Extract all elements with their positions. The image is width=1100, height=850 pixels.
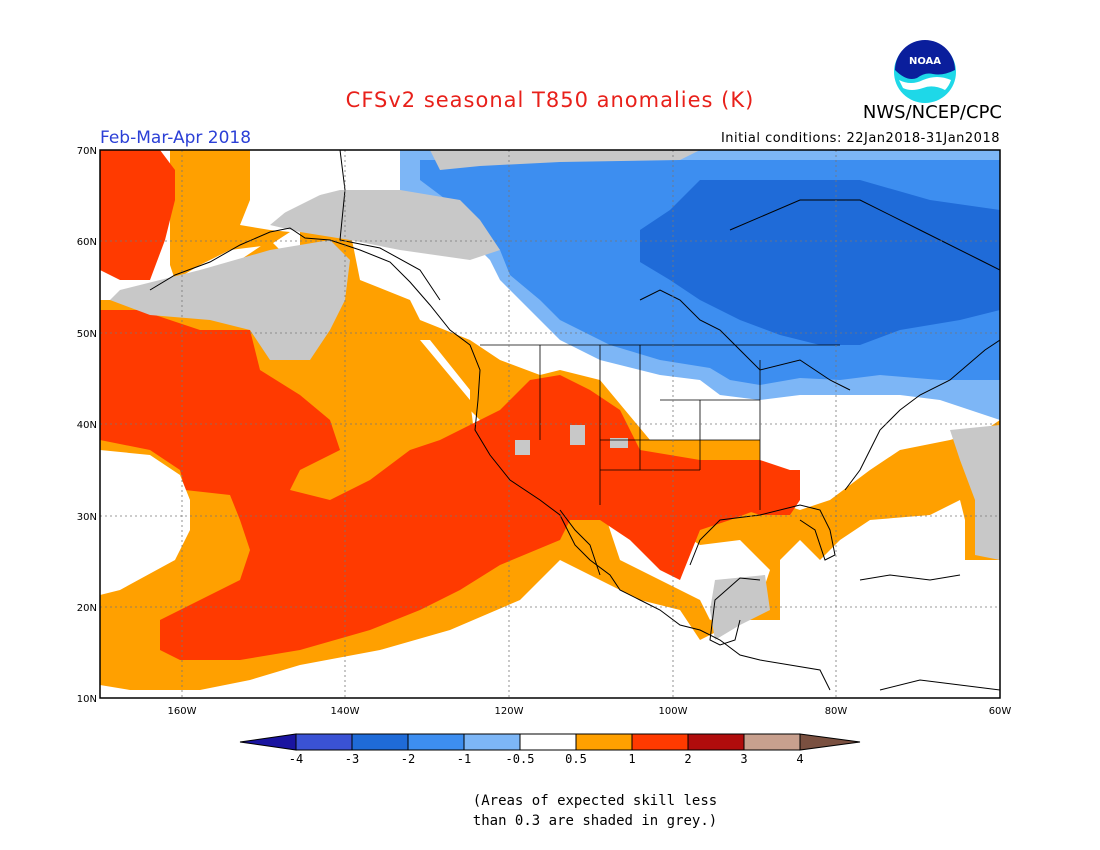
latitude-label: 20N xyxy=(77,603,97,614)
latitude-label: 70N xyxy=(77,146,97,157)
skill-note-line-1: (Areas of expected skill less xyxy=(472,793,718,809)
colorbar-swatch-0.5-1 xyxy=(575,733,633,751)
region-low-skill-alaska xyxy=(110,240,350,360)
coastlines xyxy=(149,150,1000,691)
map-field xyxy=(100,150,1000,698)
noaa-logo: NOAA xyxy=(894,40,956,103)
skill-note: (Areas of expected skill less than 0.3 a… xyxy=(0,791,1100,831)
graticule xyxy=(100,150,1000,698)
longitude-label: 140W xyxy=(331,706,360,717)
colorbar-swatch-gt-4 xyxy=(799,733,861,751)
latitude-label: 40N xyxy=(77,420,97,431)
colorbar-swatch-3-2 xyxy=(351,733,409,751)
colorbar-label: -4 xyxy=(289,752,303,766)
colorbar-label: 2 xyxy=(684,752,691,766)
colorbar-label: -0.5 xyxy=(506,752,535,766)
state-borders xyxy=(480,344,840,510)
longitude-label: 100W xyxy=(659,706,688,717)
latitude-label: 60N xyxy=(77,237,97,248)
latitude-labels: 70N 60N 50N 40N 30N 20N 10N xyxy=(77,146,97,705)
longitude-label: 120W xyxy=(495,706,524,717)
forecast-period: Feb-Mar-Apr 2018 xyxy=(100,128,252,148)
longitude-label: 80W xyxy=(825,706,848,717)
colorbar-swatch-2-1 xyxy=(407,733,465,751)
colorbar-swatch-1-2 xyxy=(631,733,689,751)
organization-label: NWS/NCEP/CPC xyxy=(862,102,1002,123)
chart-title: CFSv2 seasonal T850 anomalies (K) xyxy=(345,88,755,112)
colorbar-label: 3 xyxy=(740,752,747,766)
region-low-skill-arctic xyxy=(430,150,700,170)
region-anomaly-1-2-alaska xyxy=(100,150,175,280)
colorbar-label: 0.5 xyxy=(565,752,587,766)
initial-conditions: Initial conditions: 22Jan2018-31Jan2018 xyxy=(720,131,1000,146)
colorbar-swatch-neutral xyxy=(519,733,577,751)
region-neutral-northwest xyxy=(250,150,330,220)
colorbar-swatch-4-3 xyxy=(295,733,353,751)
colorbar xyxy=(239,733,861,751)
latitude-label: 30N xyxy=(77,512,97,523)
region-neutral-pacific xyxy=(100,450,190,595)
colorbar-label: 1 xyxy=(628,752,635,766)
colorbar-label: 4 xyxy=(796,752,803,766)
colorbar-label: -2 xyxy=(401,752,415,766)
latitude-label: 10N xyxy=(77,694,97,705)
latitude-label: 50N xyxy=(77,329,97,340)
longitude-label: 60W xyxy=(989,706,1012,717)
region-anomaly-1-2-pacific xyxy=(100,310,800,660)
region-low-skill-north xyxy=(270,190,500,260)
region-anomaly-1-2-southeast xyxy=(740,470,800,515)
colorbar-swatch-lt-4 xyxy=(239,733,297,751)
skill-note-line-2: than 0.3 are shaded in grey.) xyxy=(472,813,718,829)
longitude-labels: 160W 140W 120W 100W 80W 60W xyxy=(168,706,1012,717)
longitude-label: 160W xyxy=(168,706,197,717)
colorbar-swatch-2-3 xyxy=(687,733,745,751)
colorbar-labels: -4 -3 -2 -1 -0.5 0.5 1 2 3 4 xyxy=(289,752,804,766)
colorbar-label: -3 xyxy=(345,752,359,766)
map-frame xyxy=(99,149,1001,699)
colorbar-swatch-3-4 xyxy=(743,733,801,751)
colorbar-label: -1 xyxy=(457,752,471,766)
colorbar-swatch-1-0.5 xyxy=(463,733,521,751)
region-low-skill-atlantic xyxy=(950,425,1000,560)
logo-text: NOAA xyxy=(909,56,941,67)
region-low-skill-sw xyxy=(515,425,628,455)
region-anomaly-minus3-minus2 xyxy=(640,180,1000,345)
